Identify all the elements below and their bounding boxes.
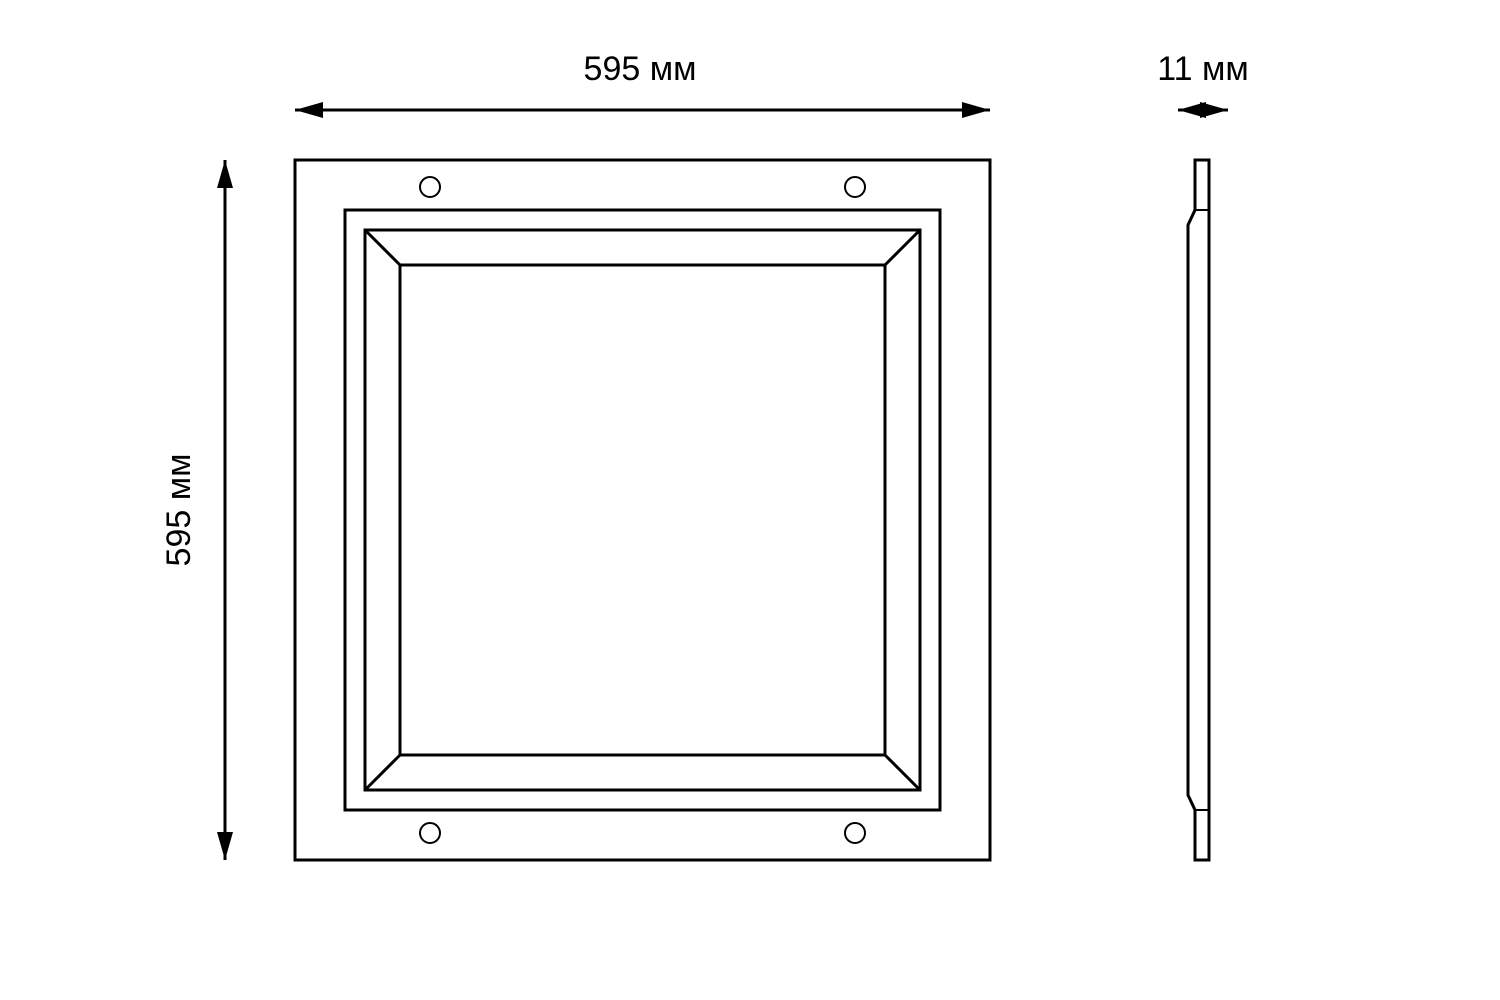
arrow-head — [217, 832, 233, 860]
arrow-head — [962, 102, 990, 118]
dim-depth-label: 11 мм — [1157, 50, 1249, 88]
mounting-hole-0 — [420, 177, 440, 197]
mounting-hole-1 — [845, 177, 865, 197]
front-bevel-inner-rect — [400, 265, 885, 755]
bevel-diagonal — [365, 230, 400, 265]
mounting-hole-2 — [420, 823, 440, 843]
bevel-diagonal — [365, 755, 400, 790]
side-view-outline — [1188, 160, 1209, 860]
dim-width-label: 595 мм — [584, 50, 697, 88]
bevel-diagonal — [885, 755, 920, 790]
bevel-diagonal — [885, 230, 920, 265]
arrow-head — [1200, 102, 1228, 118]
arrow-head — [217, 160, 233, 188]
technical-drawing: 595 мм 595 мм 11 мм — [0, 0, 1500, 1000]
front-bevel-outer-rect — [365, 230, 920, 790]
dim-height-label: 595 мм — [160, 454, 198, 567]
mounting-hole-3 — [845, 823, 865, 843]
front-band-inner-rect — [345, 210, 940, 810]
arrow-head — [295, 102, 323, 118]
